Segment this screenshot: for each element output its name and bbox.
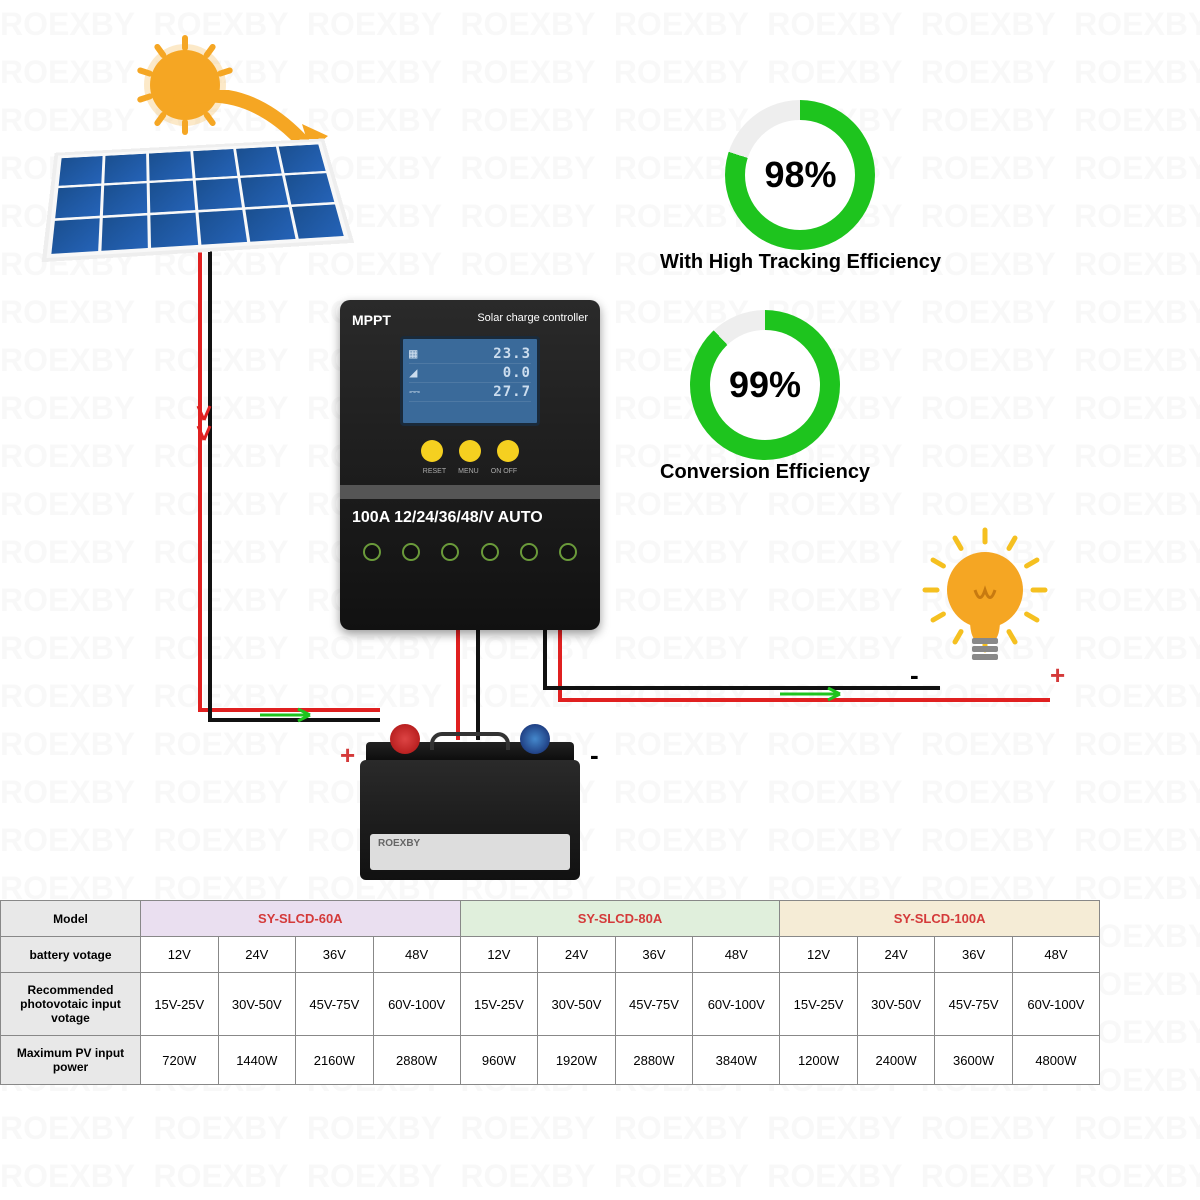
table-cell: 4800W <box>1012 1036 1099 1085</box>
efficiency-percent: 98% <box>764 154 836 196</box>
table-cell: 48V <box>693 937 780 973</box>
table-cell: 2400W <box>857 1036 935 1085</box>
button-label: ON OFF <box>491 468 517 475</box>
table-cell: 720W <box>141 1036 219 1085</box>
table-cell: 960W <box>460 1036 538 1085</box>
mppt-controller: MPPT Solar charge controller ▦23.3 ◢0.0 … <box>340 300 600 630</box>
table-cell: 24V <box>538 937 616 973</box>
lcd-value-top: 23.3 <box>493 346 531 362</box>
lightbulb-icon <box>920 520 1050 680</box>
solar-panel-icon <box>42 138 354 262</box>
lcd-value-bot: 27.7 <box>493 384 531 400</box>
efficiency-label: With High Tracking Efficiency <box>660 251 941 274</box>
table-cell: 12V <box>780 937 858 973</box>
battery-negative-sign: - <box>590 740 599 771</box>
table-cell: 60V-100V <box>373 973 460 1036</box>
table-cell: 15V-25V <box>141 973 219 1036</box>
table-cell: 48V <box>373 937 460 973</box>
table-header: Maximum PV input power <box>1 1036 141 1085</box>
sun-icon <box>140 40 230 130</box>
model-name: SY-SLCD-100A <box>780 901 1100 937</box>
onoff-button[interactable] <box>497 440 519 462</box>
load-negative-sign: - <box>910 660 919 691</box>
lcd-value-mid: 0.0 <box>503 365 531 381</box>
efficiency-percent: 99% <box>729 364 801 406</box>
table-cell: 2160W <box>296 1036 374 1085</box>
table-cell: 60V-100V <box>693 973 780 1036</box>
table-cell: 24V <box>857 937 935 973</box>
battery-positive-sign: + <box>340 740 355 771</box>
table-cell: 36V <box>296 937 374 973</box>
button-label: MENU <box>458 468 479 475</box>
efficiency-ring: 98% With High Tracking Efficiency <box>660 100 941 274</box>
controller-ports <box>352 543 588 561</box>
spec-table: ModelSY-SLCD-60ASY-SLCD-80ASY-SLCD-100A b… <box>0 900 1100 1085</box>
table-header: battery votage <box>1 937 141 973</box>
controller-subtitle: Solar charge controller <box>477 312 588 324</box>
table-cell: 1920W <box>538 1036 616 1085</box>
table-cell: 60V-100V <box>1012 973 1099 1036</box>
table-cell: 2880W <box>373 1036 460 1085</box>
table-cell: 12V <box>460 937 538 973</box>
controller-buttons <box>352 440 588 462</box>
table-cell: 3600W <box>935 1036 1013 1085</box>
model-name: SY-SLCD-80A <box>460 901 780 937</box>
table-cell: 15V-25V <box>460 973 538 1036</box>
table-cell: 45V-75V <box>296 973 374 1036</box>
table-cell: 45V-75V <box>935 973 1013 1036</box>
battery-icon: ROEXBY <box>360 720 580 880</box>
table-header: Recommended photovotaic input votage <box>1 973 141 1036</box>
table-header: Model <box>1 901 141 937</box>
table-cell: 2880W <box>615 1036 693 1085</box>
battery-brand: ROEXBY <box>378 838 420 849</box>
table-cell: 30V-50V <box>538 973 616 1036</box>
battery-positive-terminal <box>390 724 420 754</box>
button-label: RESET <box>423 468 446 475</box>
efficiency-label: Conversion Efficiency <box>660 461 870 484</box>
wiring-diagram: MPPT Solar charge controller ▦23.3 ◢0.0 … <box>0 0 1100 900</box>
table-cell: 3840W <box>693 1036 780 1085</box>
model-name: SY-SLCD-60A <box>141 901 461 937</box>
table-cell: 1200W <box>780 1036 858 1085</box>
load-positive-sign: + <box>1050 660 1065 691</box>
table-cell: 15V-25V <box>780 973 858 1036</box>
controller-brand: MPPT <box>352 312 391 328</box>
table-cell: 1440W <box>218 1036 296 1085</box>
table-cell: 30V-50V <box>218 973 296 1036</box>
menu-button[interactable] <box>459 440 481 462</box>
lcd-display: ▦23.3 ◢0.0 ⎓27.7 <box>400 336 540 426</box>
table-cell: 36V <box>615 937 693 973</box>
reset-button[interactable] <box>421 440 443 462</box>
table-cell: 24V <box>218 937 296 973</box>
efficiency-ring: 99% Conversion Efficiency <box>660 310 870 484</box>
battery-negative-terminal <box>520 724 550 754</box>
table-cell: 12V <box>141 937 219 973</box>
table-cell: 45V-75V <box>615 973 693 1036</box>
controller-model: 100A 12/24/36/48/V AUTO <box>352 509 588 527</box>
table-cell: 48V <box>1012 937 1099 973</box>
table-cell: 36V <box>935 937 1013 973</box>
table-cell: 30V-50V <box>857 973 935 1036</box>
